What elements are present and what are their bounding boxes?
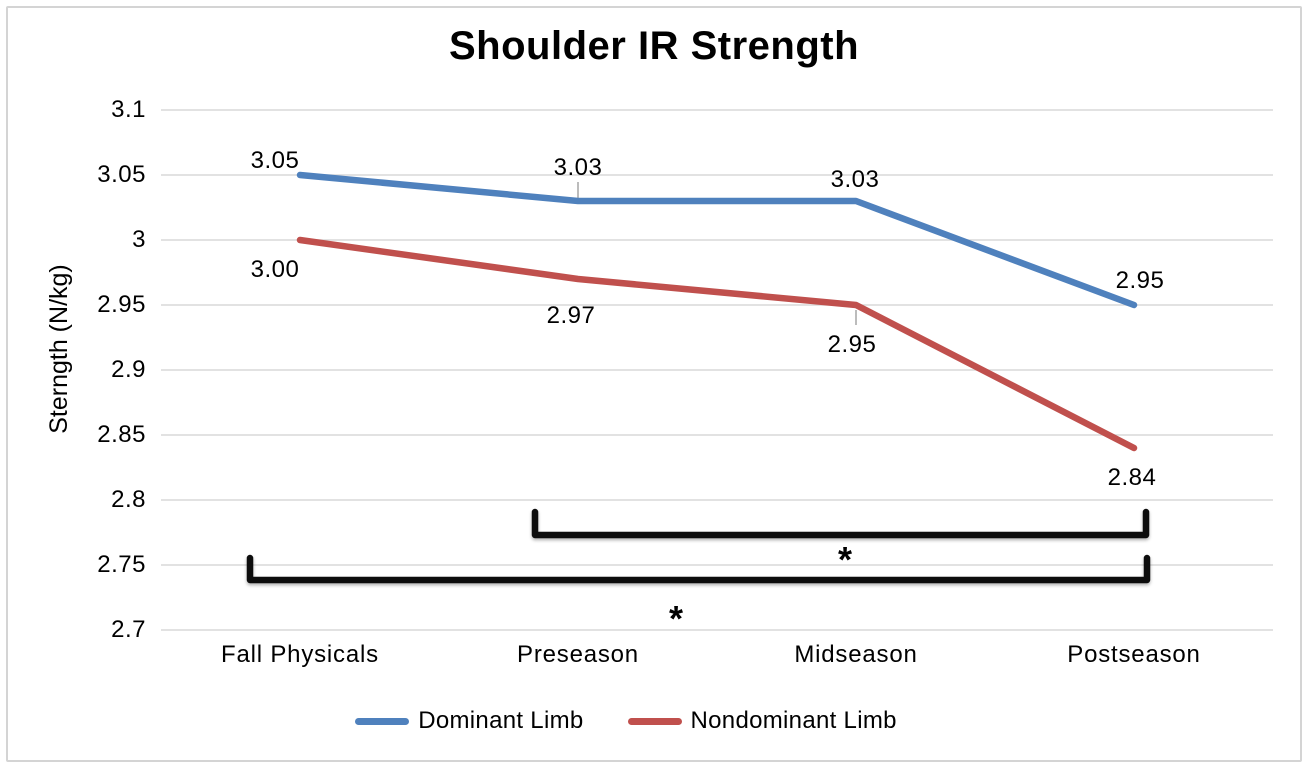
x-axis-category-label: Postseason [1067,641,1201,668]
legend-label-nondominant-limb: Nondominant Limb [690,707,897,734]
y-axis-tick-label: 2.8 [111,486,146,513]
data-point-label-nondominant-limb: 2.97 [546,302,596,329]
legend-swatch-dominant-limb [355,717,410,725]
series-line-dominant-limb [296,171,1138,309]
significance-asterisk: * [838,539,852,580]
data-point-label-dominant-limb: 3.03 [553,154,603,181]
y-axis-tick-label: 2.9 [111,356,146,383]
x-axis-category-label: Midseason [794,641,918,668]
data-point-label-dominant-limb: 2.95 [1115,267,1165,294]
legend-item-dominant-limb: Dominant Limb [355,707,583,735]
significance-bracket [246,554,1151,584]
data-point-label-nondominant-limb: 3.00 [250,256,300,283]
significance-bracket [531,508,1150,539]
y-axis-tick-label: 3 [132,226,146,253]
y-axis-tick-label: 2.75 [97,551,146,578]
x-axis-category-label: Fall Physicals [221,641,379,668]
y-axis-tick-label: 2.7 [111,616,146,643]
legend-item-nondominant-limb: Nondominant Limb [627,707,897,735]
x-axis-category-label: Preseason [517,641,639,668]
significance-asterisk: * [669,598,683,639]
chart-title: Shoulder IR Strength [449,24,859,68]
legend-label-dominant-limb: Dominant Limb [418,707,584,734]
data-point-label-nondominant-limb: 2.95 [827,331,877,358]
legend: Dominant Limb Nondominant Limb [0,706,1280,736]
data-point-label-nondominant-limb: 2.84 [1107,464,1157,491]
data-point-label-dominant-limb: 3.03 [830,166,880,193]
series-line-nondominant-limb [296,236,1138,452]
legend-swatch-nondominant-limb [627,717,682,725]
data-point-label-dominant-limb: 3.05 [250,147,300,174]
y-axis-tick-label: 3.05 [97,161,146,188]
y-axis-tick-label: 3.1 [111,96,146,123]
y-axis-tick-label: 2.95 [97,291,146,318]
y-axis-tick-label: 2.85 [97,421,146,448]
